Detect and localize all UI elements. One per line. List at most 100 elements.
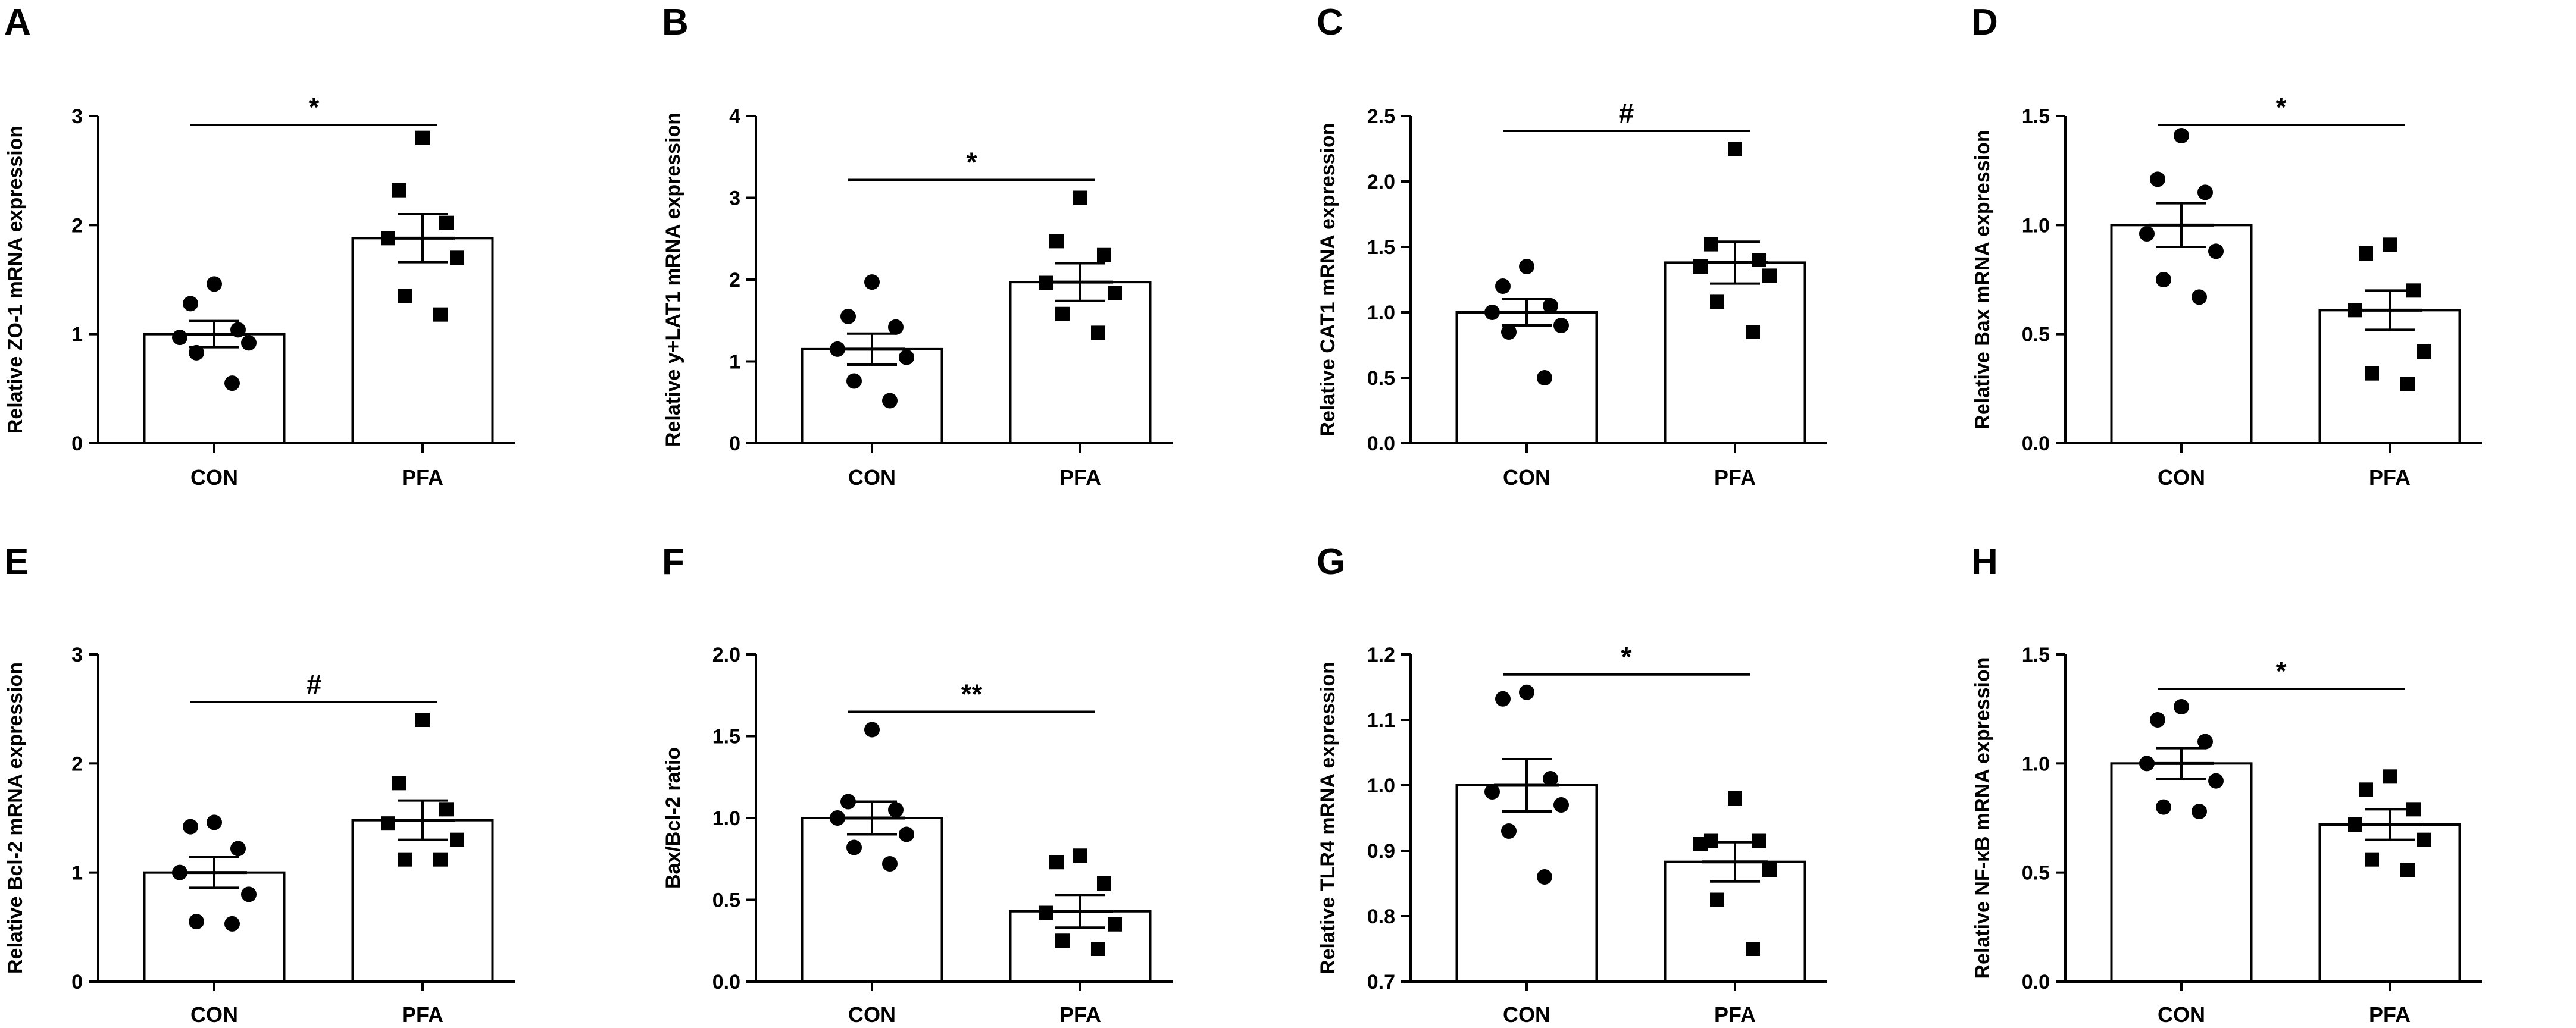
y-tick-label: 1.5: [1367, 236, 1395, 259]
y-tick-label: 1.2: [1367, 644, 1395, 666]
data-point-pfa: [2359, 246, 2373, 261]
data-point-pfa: [1097, 247, 1111, 262]
data-point-pfa: [1097, 876, 1111, 891]
bar-con: [1455, 784, 1598, 983]
data-point-pfa: [1728, 791, 1742, 806]
bar-con: [1455, 311, 1598, 444]
data-point-pfa: [415, 130, 430, 145]
y-tick-label: 1: [71, 324, 83, 346]
category-label: PFA: [1059, 465, 1101, 490]
data-point-pfa: [439, 802, 454, 817]
y-tick-label: 1.0: [1367, 775, 1395, 797]
data-point-con: [1484, 305, 1500, 320]
data-point-pfa: [2383, 237, 2397, 252]
category-label: CON: [848, 465, 896, 490]
data-point-con: [2139, 226, 2155, 242]
bar-con: [2110, 224, 2253, 444]
data-point-con: [899, 826, 914, 842]
y-tick-label: 3: [71, 644, 83, 666]
data-point-pfa: [2348, 303, 2362, 318]
data-point-pfa: [398, 852, 412, 867]
data-point-con: [207, 814, 222, 830]
data-point-pfa: [2406, 283, 2421, 298]
panel-letter: C: [1317, 2, 1343, 43]
data-point-con: [172, 330, 187, 346]
data-point-con: [864, 274, 880, 290]
data-point-pfa: [433, 852, 448, 867]
category-label: CON: [2158, 465, 2205, 490]
data-point-pfa: [1728, 142, 1742, 156]
panel-letter: F: [662, 541, 684, 582]
y-tick-label: 1.5: [2022, 105, 2050, 128]
data-point-con: [840, 794, 856, 810]
data-point-con: [1553, 797, 1569, 813]
y-tick-label: 0: [71, 971, 83, 993]
panel-a: A Relative ZO-1 mRNA expression 0 1 2 3 CON PFA…: [4, 2, 515, 490]
panel-h: H Relative NF-κB mRNA expression 0.0 0.5 1.0…: [1971, 541, 2482, 1027]
y-tick-label: 2.0: [712, 644, 740, 666]
data-point-con: [2208, 243, 2224, 259]
y-tick-label: 0.0: [712, 971, 740, 993]
data-point-con: [207, 276, 222, 292]
bar-pfa: [1664, 261, 1806, 444]
data-point-pfa: [439, 215, 454, 230]
data-point-pfa: [2406, 802, 2421, 817]
y-axis-title: Relative CAT1 mRNA expression: [1317, 123, 1339, 436]
y-axis-title: Relative Bax mRNA expression: [1971, 130, 1994, 429]
data-point-pfa: [398, 289, 412, 303]
y-tick-label: 3: [71, 105, 83, 128]
data-point-con: [899, 349, 914, 365]
data-point-pfa: [392, 776, 406, 791]
data-point-con: [882, 856, 898, 872]
data-point-pfa: [2417, 344, 2431, 359]
data-point-pfa: [1704, 237, 1718, 252]
data-point-pfa: [1108, 917, 1122, 932]
data-point-pfa: [1108, 286, 1122, 300]
y-tick-label: 1.0: [2022, 214, 2050, 237]
significance-marker: #: [1619, 98, 1634, 128]
data-point-con: [2197, 734, 2213, 750]
data-point-pfa: [450, 250, 464, 265]
y-tick-label: 1.0: [1367, 302, 1395, 324]
data-point-con: [1501, 823, 1517, 839]
data-point-pfa: [2365, 366, 2379, 381]
data-point-con: [189, 914, 204, 930]
data-point-pfa: [1091, 325, 1105, 340]
y-tick-label: 0.0: [2022, 971, 2050, 993]
data-point-con: [1543, 298, 1558, 314]
data-point-pfa: [2383, 769, 2397, 784]
data-point-con: [2139, 756, 2155, 772]
data-point-con: [2174, 699, 2189, 714]
data-point-pfa: [381, 231, 395, 246]
data-point-pfa: [450, 832, 464, 847]
y-tick-label: 0.8: [1367, 905, 1395, 928]
data-point-pfa: [1055, 933, 1070, 948]
y-tick-label: 2: [729, 269, 740, 292]
y-tick-label: 1.5: [712, 726, 740, 748]
data-point-con: [1553, 318, 1569, 333]
bar-con: [801, 817, 943, 983]
category-label: PFA: [2369, 465, 2411, 490]
data-point-con: [882, 393, 898, 409]
data-point-con: [1501, 324, 1517, 340]
y-axis-title: Relative ZO-1 mRNA expression: [4, 126, 27, 434]
y-tick-label: 1.1: [1367, 709, 1395, 732]
data-point-pfa: [1091, 942, 1105, 956]
data-point-pfa: [1752, 833, 1766, 848]
data-point-pfa: [1710, 294, 1724, 309]
bar-pfa: [351, 819, 494, 983]
data-point-pfa: [1752, 253, 1766, 267]
y-tick-label: 0.5: [1367, 367, 1395, 390]
y-tick-label: 1.5: [2022, 644, 2050, 666]
y-tick-label: 3: [729, 187, 740, 210]
data-point-con: [840, 308, 856, 324]
bar-pfa: [1009, 281, 1152, 444]
data-point-con: [2150, 171, 2165, 187]
data-point-con: [224, 916, 240, 932]
data-point-pfa: [2400, 863, 2415, 877]
y-tick-label: 4: [729, 105, 740, 128]
significance-marker: *: [2276, 656, 2287, 687]
data-point-pfa: [1746, 325, 1760, 339]
category-label: PFA: [1059, 1002, 1101, 1027]
panel-e: E Relative Bcl-2 mRNA expression 0 1 2 3 CON PF…: [4, 541, 515, 1027]
